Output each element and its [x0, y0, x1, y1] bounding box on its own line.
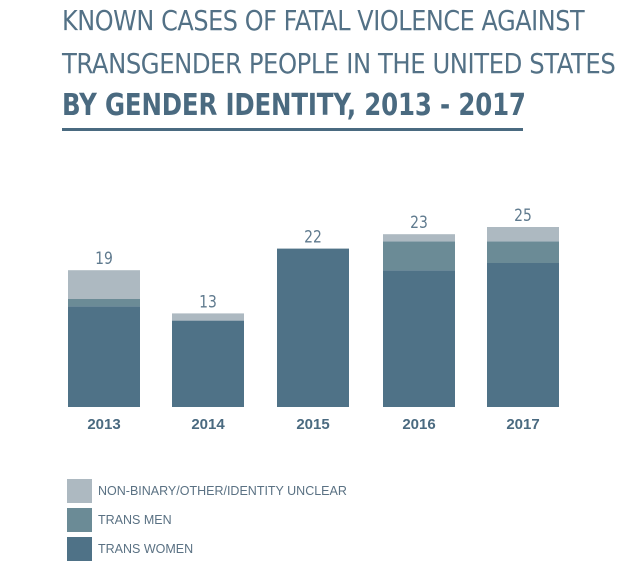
chart-title-line-1: KNOWN CASES OF FATAL VIOLENCE AGAINST — [62, 4, 585, 37]
chart-title-line-3: BY GENDER IDENTITY, 2013 - 2017 — [62, 88, 526, 123]
total-label-2013: 19 — [95, 249, 113, 269]
bar-2013-series-2 — [68, 270, 140, 299]
category-label-2015: 2015 — [296, 416, 329, 433]
bar-2014-series-0 — [172, 320, 244, 407]
bar-2016-series-0 — [383, 270, 455, 407]
legend-swatch — [67, 508, 92, 532]
category-label-2013: 2013 — [87, 416, 120, 433]
bar-2017-series-0 — [487, 263, 559, 407]
title-underline — [62, 128, 523, 131]
legend-label: NON-BINARY/OTHER/IDENTITY UNCLEAR — [98, 484, 347, 498]
category-label-2016: 2016 — [402, 416, 435, 433]
bar-2015-series-0 — [277, 248, 349, 407]
bar-2013-series-0 — [68, 306, 140, 407]
bar-2017-series-2 — [487, 227, 559, 242]
legend-swatch — [67, 537, 92, 561]
legend-swatch — [67, 479, 92, 503]
total-label-2017: 25 — [514, 206, 532, 226]
chart-title-line-2: TRANSGENDER PEOPLE IN THE UNITED STATES — [62, 47, 616, 80]
total-label-2016: 23 — [410, 213, 428, 233]
stacked-bar-chart: 19 2013 13 2014 22 2015 23 2016 25 2017 — [68, 206, 559, 433]
bar-2013-series-1 — [68, 299, 140, 307]
legend-label: TRANS WOMEN — [98, 542, 194, 556]
total-label-2014: 13 — [199, 292, 217, 312]
category-label-2014: 2014 — [191, 416, 225, 433]
legend-label: TRANS MEN — [98, 513, 172, 527]
total-label-2015: 22 — [304, 227, 322, 247]
bar-2016-series-2 — [383, 234, 455, 242]
category-label-2017: 2017 — [506, 416, 539, 433]
bar-2016-series-1 — [383, 241, 455, 271]
bar-2014-series-2 — [172, 313, 244, 321]
bar-2017-series-1 — [487, 241, 559, 263]
